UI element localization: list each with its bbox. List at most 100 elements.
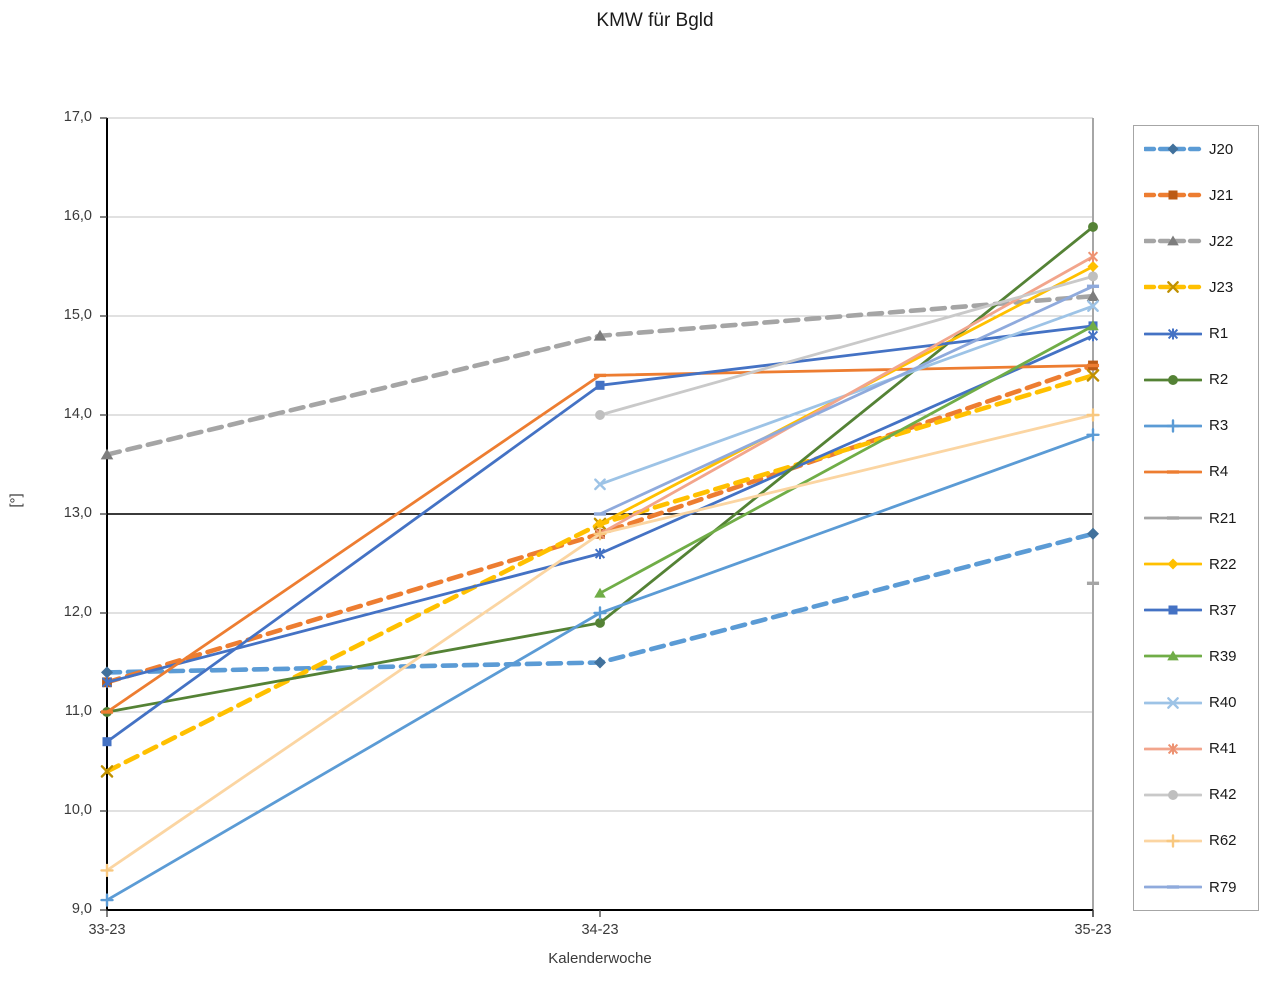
- legend-entry-R3: R3: [1134, 403, 1258, 449]
- data-point-marker: [1167, 650, 1179, 661]
- data-point-marker: [1087, 320, 1099, 331]
- series-R42: [595, 271, 1098, 420]
- legend-entry-J21: J21: [1134, 172, 1258, 218]
- legend-swatch-J21: [1144, 190, 1202, 200]
- data-point-marker: [1168, 374, 1178, 385]
- series-R39: [594, 320, 1099, 598]
- legend: J20 J21 J22 J23 R1 R2 R3 R4 R21 R22 R37 R39 R40 R41 R4…: [1133, 125, 1259, 911]
- data-point-marker: [1088, 271, 1098, 282]
- legend-swatch-R62: [1144, 834, 1202, 848]
- legend-label-R37: R37: [1209, 601, 1237, 619]
- legend-label-R39: R39: [1209, 647, 1237, 665]
- data-point-marker: [1166, 834, 1180, 848]
- legend-entry-J23: J23: [1134, 264, 1258, 310]
- data-point-marker: [1086, 408, 1100, 422]
- series-R3: [100, 428, 1100, 907]
- legend-label-R21: R21: [1209, 509, 1237, 527]
- x-tick-label-35-23: 35-23: [1074, 922, 1112, 938]
- data-point-marker: [595, 380, 605, 390]
- legend-swatch-J22: [1144, 235, 1202, 246]
- data-point-marker: [594, 518, 606, 530]
- legend-entry-J22: J22: [1134, 218, 1258, 264]
- y-tick-label-12_0: 12,0: [63, 604, 92, 620]
- legend-entry-R2: R2: [1134, 357, 1258, 403]
- data-point-marker: [595, 617, 605, 628]
- legend-label-R42: R42: [1209, 786, 1237, 804]
- data-point-marker: [1087, 251, 1099, 263]
- data-point-marker: [1088, 221, 1098, 232]
- series-line-R41: [599, 255, 1094, 536]
- data-point-marker: [102, 737, 112, 747]
- y-tick-label-17_0: 17,0: [63, 109, 92, 125]
- data-point-marker: [593, 527, 607, 541]
- data-point-marker: [100, 893, 114, 907]
- legend-label-R62: R62: [1209, 832, 1237, 850]
- legend-swatch-R22: [1144, 558, 1202, 570]
- data-point-marker: [101, 676, 113, 688]
- legend-swatch-R1: [1144, 328, 1202, 340]
- data-point-marker: [1087, 330, 1099, 342]
- legend-entry-R4: R4: [1134, 449, 1258, 495]
- legend-label-R3: R3: [1209, 417, 1229, 435]
- data-point-marker: [593, 329, 607, 341]
- data-point-marker: [1167, 143, 1179, 155]
- data-point-marker: [1086, 369, 1100, 382]
- series-line-R42: [599, 275, 1094, 417]
- data-point-marker: [1167, 558, 1179, 570]
- data-point-marker: [100, 863, 114, 878]
- series-J22: [100, 290, 1100, 460]
- legend-label-R1: R1: [1209, 325, 1229, 343]
- series-R2: [102, 221, 1098, 717]
- legend-entry-R22: R22: [1134, 541, 1258, 587]
- chart-title: KMW für Bgld: [596, 10, 714, 31]
- legend-swatch-J23: [1144, 281, 1202, 294]
- legend-label-J21: J21: [1209, 186, 1234, 204]
- legend-swatch-R21: [1144, 516, 1202, 520]
- series-line-R39: [599, 324, 1094, 595]
- legend-entry-J20: J20: [1134, 126, 1258, 172]
- data-point-marker: [593, 606, 607, 620]
- data-point-marker: [594, 478, 606, 491]
- legend-swatch-R3: [1144, 419, 1202, 433]
- series-line-R79: [599, 285, 1094, 516]
- data-point-marker: [1168, 789, 1178, 800]
- legend-entry-R40: R40: [1134, 680, 1258, 726]
- y-tick-label-10_0: 10,0: [63, 802, 92, 818]
- data-point-marker: [594, 548, 606, 560]
- legend-swatch-R39: [1144, 650, 1202, 661]
- data-point-marker: [100, 448, 114, 460]
- data-point-marker: [1087, 300, 1099, 312]
- y-tick-label-15_0: 15,0: [63, 307, 92, 323]
- data-point-marker: [100, 765, 114, 778]
- data-point-marker: [1167, 743, 1179, 755]
- data-point-marker: [101, 666, 113, 679]
- y-tick-label-9_0: 9,0: [71, 901, 92, 917]
- legend-entry-R62: R62: [1134, 818, 1258, 864]
- legend-entry-R42: R42: [1134, 772, 1258, 818]
- legend-entry-R39: R39: [1134, 633, 1258, 679]
- y-tick-label-13_0: 13,0: [63, 505, 92, 521]
- x-tick-label-33-23: 33-23: [88, 922, 126, 938]
- legend-entry-R79: R79: [1134, 864, 1258, 910]
- data-point-marker: [1086, 290, 1100, 301]
- legend-entry-R1: R1: [1134, 311, 1258, 357]
- legend-swatch-R4: [1144, 470, 1202, 474]
- data-point-marker: [1168, 190, 1178, 200]
- legend-label-R40: R40: [1209, 694, 1237, 712]
- legend-swatch-J20: [1144, 143, 1202, 155]
- data-point-marker: [1166, 419, 1180, 433]
- data-point-marker: [1167, 235, 1179, 246]
- data-point-marker: [1167, 696, 1179, 709]
- legend-label-J20: J20: [1209, 140, 1234, 158]
- legend-swatch-R79: [1144, 885, 1202, 889]
- data-point-marker: [1167, 328, 1179, 340]
- legend-swatch-R40: [1144, 696, 1202, 709]
- series-R62: [100, 408, 1100, 878]
- legend-label-R2: R2: [1209, 371, 1229, 389]
- legend-label-R22: R22: [1209, 555, 1237, 573]
- legend-swatch-R2: [1144, 374, 1202, 385]
- legend-label-J22: J22: [1209, 232, 1234, 250]
- data-point-marker: [594, 656, 606, 669]
